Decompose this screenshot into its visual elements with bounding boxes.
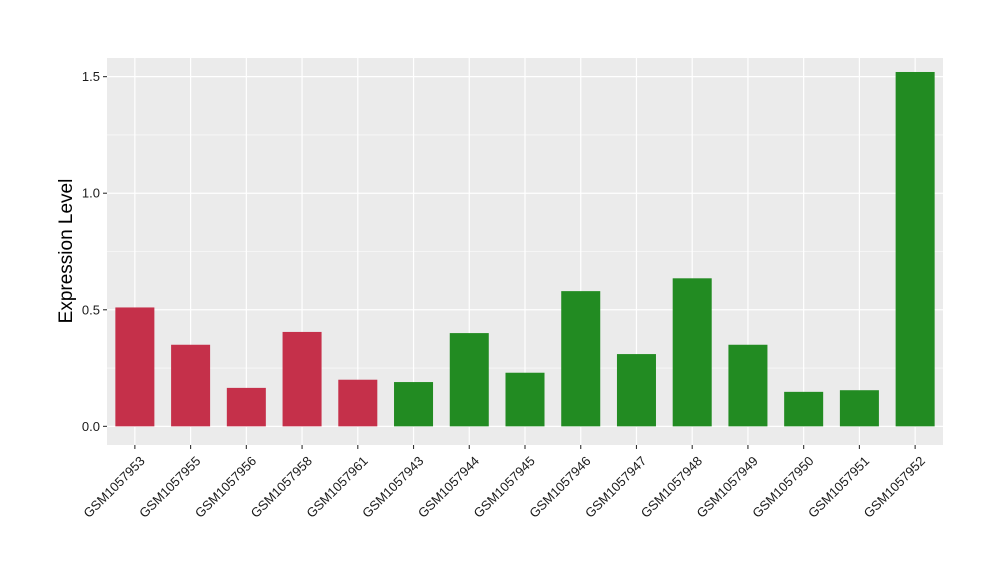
y-tick-label: 1.5 bbox=[82, 69, 100, 84]
bar-GSM1057951 bbox=[839, 390, 879, 427]
y-axis-title: Expression Level bbox=[56, 179, 77, 324]
bar-GSM1057949 bbox=[728, 344, 768, 427]
bar-GSM1057958 bbox=[282, 331, 322, 427]
bar-GSM1057946 bbox=[561, 291, 601, 427]
bar-GSM1057943 bbox=[394, 382, 434, 427]
bar-GSM1057952 bbox=[895, 71, 935, 427]
y-tick-label: 0.5 bbox=[82, 302, 100, 317]
bar-GSM1057953 bbox=[115, 307, 155, 427]
bar-GSM1057956 bbox=[226, 387, 266, 427]
bar-GSM1057955 bbox=[171, 344, 211, 427]
y-tick-label: 1.0 bbox=[82, 186, 100, 201]
bar-GSM1057945 bbox=[505, 372, 545, 427]
bar-GSM1057944 bbox=[449, 333, 489, 427]
y-tick-label: 0.0 bbox=[82, 419, 100, 434]
bars-layer bbox=[115, 71, 935, 427]
bar-GSM1057947 bbox=[616, 354, 656, 427]
y-axis: 0.0 0.5 1.0 1.5 bbox=[82, 69, 107, 434]
bar-GSM1057950 bbox=[784, 391, 824, 427]
bar-GSM1057948 bbox=[672, 278, 712, 427]
bar-GSM1057961 bbox=[338, 379, 378, 427]
x-axis: GSM1057953GSM1057955GSM1057956GSM1057958… bbox=[80, 445, 928, 521]
